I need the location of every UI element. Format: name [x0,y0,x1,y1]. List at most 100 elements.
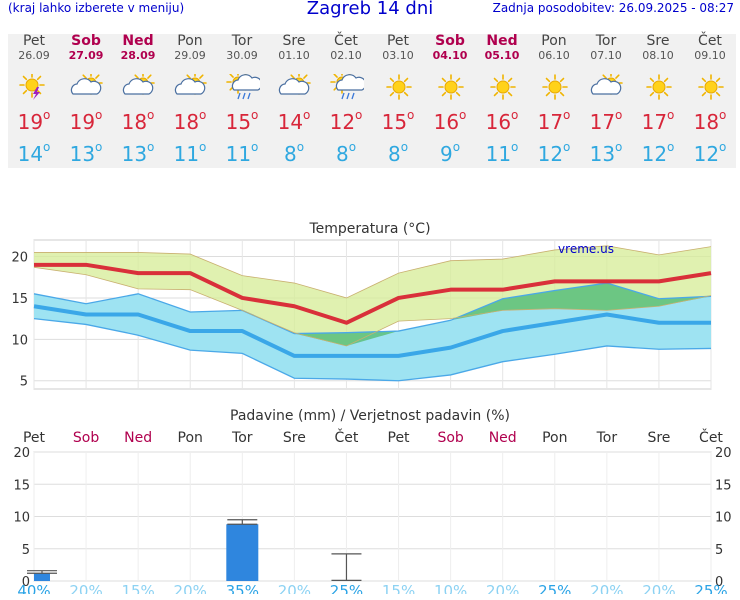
precip-bar [34,573,50,581]
last-update: Zadnja posodobitev: 26.09.2025 - 08:27 [492,1,734,15]
day-date: 29.09 [174,49,206,62]
day-name: Sob [71,33,101,49]
y-tick-label-left: 0 [22,575,30,590]
max-temp: 14o [277,108,311,134]
day-name: Čet [334,33,358,49]
day-column: Sre 01.10 14o 8o [268,33,320,166]
y-tick-label: 10 [11,333,28,348]
y-tick-label-right: 20 [715,446,732,461]
day-date: 05.10 [484,49,520,62]
max-temp: 16o [433,108,467,134]
min-temp-line [33,304,711,358]
day-date: 09.10 [694,49,726,62]
header-left-note[interactable]: (kraj lahko izberete v meniju) [8,1,185,15]
min-temp: 9o [439,140,461,166]
day-date: 26.09 [18,49,50,62]
day-column: Pon 29.09 18o 11o [164,33,216,166]
day-date: 27.09 [68,49,104,62]
max-temp-upper-bound [34,245,712,299]
temperature-chart-title: Temperatura (°C) [308,221,430,237]
x-tick-label: Čet [699,428,723,446]
min-temp: 13o [589,140,623,166]
day-name: Pet [386,33,410,49]
min-temp-lower-bound [33,317,712,382]
day-name: Sre [646,33,670,49]
day-date: 02.10 [330,49,362,62]
day-column: Tor 07.10 17o 13o [580,33,632,166]
precipitation-chart: Padavine (mm) / Verjetnost padavin (%) Pe… [13,408,732,594]
day-column: Pon 06.10 17o 12o [528,33,580,167]
precip-probability: 20% [278,582,311,594]
max-temp: 19o [69,108,103,134]
page-title: Zagreb 14 dni [306,0,434,19]
max-temp: 18o [693,108,727,134]
y-tick-label-left: 20 [13,446,30,461]
x-tick-label: Pon [178,430,203,446]
sun-icon [646,74,672,100]
max-temp-range-band [34,245,711,346]
min-temp: 12o [641,140,675,166]
max-temp: 19o [17,108,51,134]
day-name: Tor [595,33,617,49]
day-name: Pon [541,33,567,49]
precip-probability: 20% [486,582,519,594]
min-temp: 11o [485,140,519,166]
y-tick-label-right: 10 [715,511,732,526]
x-tick-label: Pon [542,430,567,446]
max-temp: 15o [381,108,415,134]
min-temp: 11o [173,140,207,166]
precip-probability: 15% [382,582,415,594]
x-tick-label: Pet [388,430,411,446]
sun-cloud-icon [122,74,155,95]
day-column: Sob 27.09 19o 13o [60,33,112,167]
precip-probability: 20% [69,582,102,594]
precip-probability: 35% [226,582,259,594]
day-column: Čet 09.10 18o 12o [684,34,736,167]
max-temp-line [34,262,712,325]
max-temp: 18o [173,108,207,134]
max-temp: 12o [329,108,363,134]
watermark: vreme.us [558,242,614,256]
day-column: Sre 08.10 17o 12o [632,33,684,167]
sun-icon [490,74,516,100]
day-column: Pet 26.09 19o 14o [8,33,60,167]
sun-icon [386,74,412,100]
y-tick-label: 15 [11,292,28,307]
min-temp: 12o [537,140,571,166]
precip-probability: 25% [538,582,571,594]
precip-probability: 20% [590,582,623,594]
x-tick-label: Pet [23,430,46,446]
day-name: Pet [22,33,46,49]
sun-icon [698,74,724,100]
precipitation-chart-title: Padavine (mm) / Verjetnost padavin (%) [230,408,510,424]
y-tick-label-left: 5 [22,543,30,558]
precip-bar [226,524,259,581]
precip-probability: 15% [121,582,154,594]
day-column: Tor 30.09 15o 11o [216,34,268,166]
min-temp: 8o [387,140,409,166]
day-column: Ned 05.10 16o 11o [476,34,528,167]
day-column: Sob 04.10 16o 9o [424,33,476,167]
sun-cloud-icon [70,74,103,95]
max-temp: 17o [589,108,623,134]
max-temp: 17o [641,108,675,134]
x-tick-label: Tor [231,430,253,446]
day-name: Sob [435,33,465,49]
day-name: Pon [177,33,203,49]
min-temp: 8o [335,140,357,166]
day-column: Ned 28.09 18o 13o [112,33,164,167]
min-temp-upper-bound [33,282,712,335]
min-temp: 14o [17,140,51,166]
day-date: 08.10 [642,49,674,62]
day-date: 07.10 [590,49,622,62]
precip-probability: 20% [642,582,675,594]
day-column: Pet 03.10 15o 8o [372,33,424,167]
sun-icon [542,74,568,100]
y-tick-label-left: 15 [13,478,30,493]
precip-probability: 25% [330,582,363,594]
y-tick-label: 20 [11,251,28,266]
day-name: Ned [122,33,154,49]
temperature-chart: Temperatura (°C) 5 10 15 20 vreme.us [11,221,712,390]
y-tick-label-right: 15 [715,478,732,493]
day-name: Sre [282,33,306,49]
